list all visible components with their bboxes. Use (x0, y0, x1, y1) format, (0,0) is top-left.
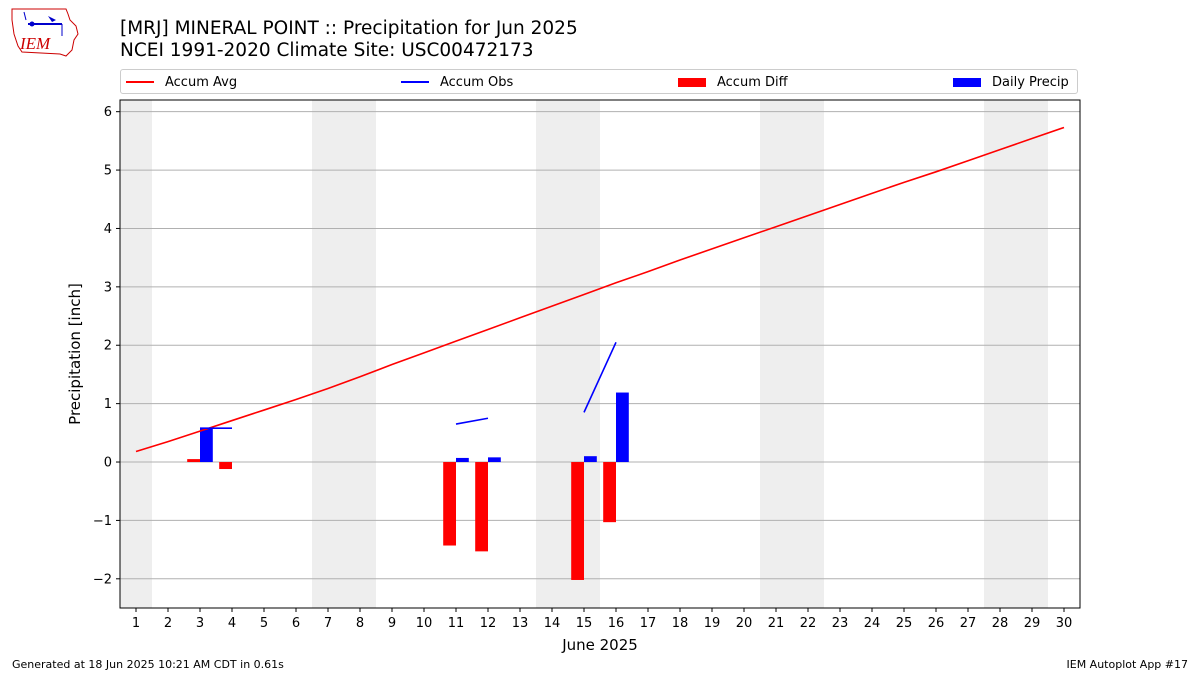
y-tick-label: 4 (104, 222, 112, 237)
legend-item-accum-diff: Accum Diff (678, 74, 788, 90)
x-tick-label: 13 (512, 616, 529, 631)
x-tick-label: 23 (832, 616, 849, 631)
accum-obs-line (455, 417, 489, 425)
legend-item-accum-obs: Accum Obs (401, 74, 513, 90)
legend-swatch (953, 77, 981, 87)
accum-diff-bar (219, 462, 232, 470)
x-tick-label: 22 (800, 616, 817, 631)
x-tick-label: 6 (292, 616, 300, 631)
daily-precip-bar (200, 428, 213, 463)
x-tick-label: 5 (260, 616, 268, 631)
legend-swatch (678, 77, 706, 87)
weekend-band (1016, 100, 1048, 608)
footer-generated: Generated at 18 Jun 2025 10:21 AM CDT in… (12, 658, 284, 671)
accum-obs-line (583, 341, 617, 413)
y-tick-label: 3 (104, 280, 112, 295)
accum-diff-bar (603, 462, 616, 523)
x-tick-label: 16 (608, 616, 625, 631)
x-tick-label: 10 (416, 616, 433, 631)
y-axis-label: Precipitation [inch] (66, 283, 84, 425)
x-tick-label: 4 (228, 616, 236, 631)
x-tick-label: 28 (992, 616, 1009, 631)
x-tick-label: 17 (640, 616, 657, 631)
y-tick-label: 5 (104, 164, 112, 179)
y-tick-label: 6 (104, 105, 112, 120)
plot-frame (119, 99, 1081, 609)
x-tick-label: 25 (896, 616, 913, 631)
x-tick-label: 20 (736, 616, 753, 631)
accum-diff-bar (571, 462, 584, 580)
x-tick-label: 14 (544, 616, 561, 631)
x-tick-label: 15 (576, 616, 593, 631)
x-tick-label: 21 (768, 616, 785, 631)
weekend-band (536, 100, 568, 608)
x-tick-label: 11 (448, 616, 465, 631)
weekend-band (984, 100, 1016, 608)
iem-logo: IEM (11, 8, 79, 57)
x-tick-label: 24 (864, 616, 881, 631)
weekend-band (312, 100, 344, 608)
accum-avg-line (135, 126, 1065, 453)
daily-precip-bar (456, 457, 469, 463)
x-tick-label: 19 (704, 616, 721, 631)
weekend-band (344, 100, 376, 608)
y-tick-label: 2 (104, 339, 112, 354)
x-tick-label: 29 (1024, 616, 1041, 631)
legend-swatch (401, 81, 429, 83)
daily-precip-bar (616, 392, 629, 463)
weekend-band (792, 100, 824, 608)
x-tick-label: 26 (928, 616, 945, 631)
x-tick-label: 8 (356, 616, 364, 631)
y-tick-label: −1 (93, 514, 112, 529)
y-tick-label: 1 (104, 397, 112, 412)
x-tick-label: 30 (1056, 616, 1073, 631)
legend-swatch (126, 81, 154, 83)
accum-diff-bar (443, 462, 456, 546)
title-line-2: NCEI 1991-2020 Climate Site: USC00472173 (120, 40, 534, 61)
title-line-1: [MRJ] MINERAL POINT :: Precipitation for… (120, 18, 578, 39)
accum-diff-bar (187, 459, 200, 463)
daily-precip-bar (584, 456, 597, 463)
weekend-band (120, 100, 152, 608)
x-tick-label: 27 (960, 616, 977, 631)
legend-label: Accum Obs (440, 74, 514, 90)
legend-label: Accum Avg (165, 74, 238, 90)
x-tick-label: 18 (672, 616, 689, 631)
legend-item-accum-avg: Accum Avg (126, 74, 237, 90)
x-tick-label: 7 (324, 616, 332, 631)
chart-title: [MRJ] MINERAL POINT :: Precipitation for… (120, 18, 578, 62)
daily-precip-bar (488, 457, 501, 463)
y-tick-label: 0 (104, 456, 112, 471)
weekend-band (760, 100, 792, 608)
x-tick-label: 2 (164, 616, 172, 631)
x-tick-label: 1 (132, 616, 140, 631)
y-tick-label: −2 (93, 572, 112, 587)
x-tick-label: 9 (388, 616, 396, 631)
accum-diff-bar (475, 462, 488, 552)
legend-label: Accum Diff (717, 74, 788, 90)
footer-app: IEM Autoplot App #17 (1066, 658, 1189, 671)
x-tick-label: 12 (480, 616, 497, 631)
x-tick-label: 3 (196, 616, 204, 631)
logo-text: IEM (19, 34, 51, 53)
chart-legend: Accum Avg Accum Obs Accum Diff Daily Pre… (120, 69, 1078, 94)
x-axis-label: June 2025 (561, 636, 638, 654)
legend-item-daily-precip: Daily Precip (953, 74, 1069, 90)
legend-label: Daily Precip (992, 74, 1069, 90)
